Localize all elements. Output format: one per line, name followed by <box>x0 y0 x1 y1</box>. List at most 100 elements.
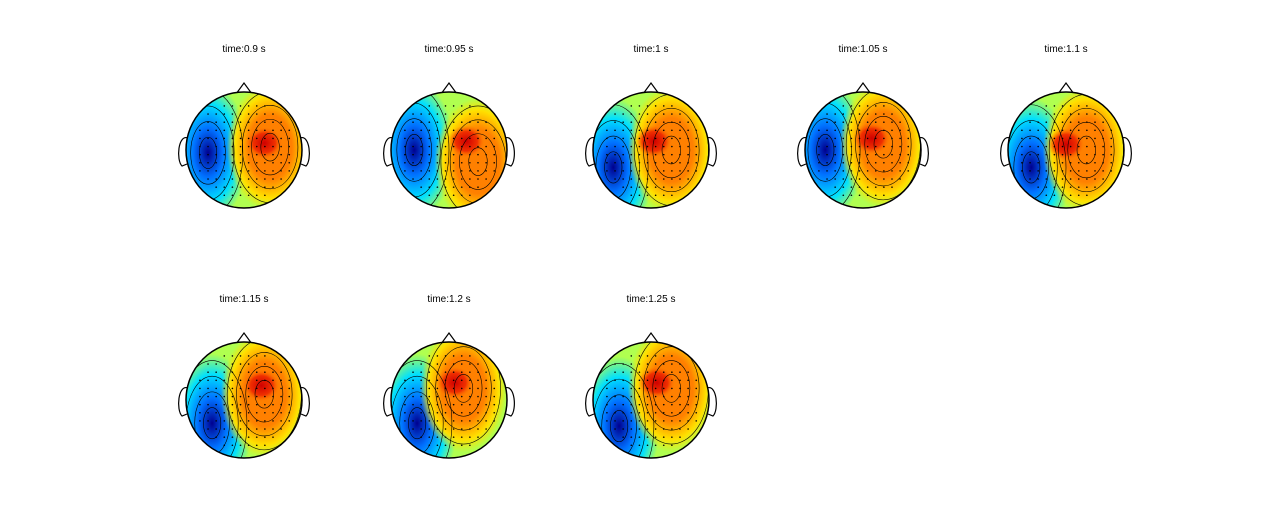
electrode-dot <box>264 194 266 197</box>
electrode-dot <box>638 387 641 390</box>
electrode-dot <box>1045 129 1048 132</box>
electrode-dot <box>247 436 250 438</box>
electrode-dot <box>255 105 258 107</box>
electrode-dot <box>1094 137 1096 140</box>
electrode-dot <box>1086 113 1088 115</box>
electrode-dot <box>883 145 885 148</box>
electrode-dot <box>404 379 406 382</box>
electrode-dot <box>842 194 845 197</box>
electrode-dot <box>646 194 649 197</box>
electrode-dot <box>671 387 673 390</box>
electrode-dot <box>223 363 226 365</box>
electrode-dot <box>420 371 422 373</box>
electrode-dot <box>630 113 633 115</box>
electrode-dot <box>436 137 439 140</box>
electrode-dot <box>842 145 845 148</box>
electrode-dot <box>1061 153 1064 156</box>
electrode-dot <box>412 395 414 398</box>
electrode-dot <box>883 178 885 180</box>
electrode-dot <box>280 379 282 382</box>
electrode-dot <box>622 186 624 188</box>
electrode-dot <box>239 395 242 398</box>
electrode-dot <box>215 186 217 188</box>
electrode-dot <box>671 105 673 107</box>
electrode-dot <box>436 186 439 188</box>
electrode-dot <box>654 355 657 357</box>
electrode-dot <box>460 411 463 414</box>
electrode-dot <box>687 121 689 123</box>
electrode-dot <box>452 371 455 373</box>
electrode-dot <box>207 395 209 398</box>
electrode-dot <box>223 436 226 438</box>
electrode-dot <box>1037 161 1039 164</box>
electrode-dot <box>247 420 250 422</box>
topoplot-panel: time:1 s <box>571 44 731 234</box>
electrode-dot <box>1077 170 1080 172</box>
nose <box>1057 81 1075 95</box>
electrode-dot <box>606 403 608 406</box>
electrode-dot <box>662 411 665 414</box>
electrode-dot <box>288 145 291 148</box>
electrode-dot <box>614 161 616 164</box>
electrode-dot <box>834 129 836 132</box>
electrode-dot <box>1021 170 1023 172</box>
electrode-dot <box>850 170 853 172</box>
electrode-dot <box>1061 170 1064 172</box>
electrode-dot <box>687 178 689 180</box>
electrode-dot <box>215 178 217 180</box>
electrode-dot <box>638 444 641 447</box>
electrode-dot <box>646 420 649 422</box>
electrode-dot <box>638 194 641 197</box>
electrode-dot <box>436 411 439 414</box>
electrode-dot <box>460 170 463 172</box>
electrode-dot <box>671 161 673 164</box>
electrode-dot <box>223 129 226 132</box>
electrode-dot <box>255 379 258 382</box>
electrode-dot <box>215 170 217 172</box>
electrode-dot <box>646 121 649 123</box>
electrode-dot <box>428 411 431 414</box>
electrode-dot <box>1029 170 1031 172</box>
electrode-dot <box>412 145 414 148</box>
electrode-dot <box>247 170 250 172</box>
electrode-dot <box>469 444 471 447</box>
electrode-dot <box>420 379 422 382</box>
electrode-dot <box>638 129 641 132</box>
electrode-dot <box>1021 145 1023 148</box>
electrode-dot <box>493 129 496 132</box>
electrode-dot <box>679 178 681 180</box>
electrode-dot <box>695 395 698 398</box>
electrode-dot <box>654 436 657 438</box>
electrode-dot <box>264 113 266 115</box>
electrode-dot <box>646 170 649 172</box>
electrode-dot <box>662 105 665 107</box>
electrode-dot <box>239 436 242 438</box>
electrode-dot <box>264 145 266 148</box>
electrode-dot <box>477 129 479 132</box>
electrode-dot <box>1086 153 1088 156</box>
electrode-dot <box>826 161 828 164</box>
electrode-dot <box>207 153 209 156</box>
electrode-dot <box>428 113 431 115</box>
electrode-dot <box>452 161 455 164</box>
electrode-dot <box>695 170 698 172</box>
electrode-dot <box>606 153 608 156</box>
electrode-dot <box>412 170 414 172</box>
electrode-dot <box>247 137 250 140</box>
electrode-dot <box>883 161 885 164</box>
electrode-dot <box>280 137 282 140</box>
electrode-dot <box>255 178 258 180</box>
electrode-dot <box>850 186 853 188</box>
electrode-dot <box>850 137 853 140</box>
electrode-dot <box>255 113 258 115</box>
electrode-dot <box>622 129 624 132</box>
electrode-dot <box>614 428 616 430</box>
nose <box>440 81 458 95</box>
electrode-dot <box>858 137 861 140</box>
electrode-dot <box>1069 170 1072 172</box>
electrode-dot <box>1037 137 1039 140</box>
electrode-dot <box>1094 170 1096 172</box>
electrode-dot <box>469 178 471 180</box>
electrode-dot <box>247 161 250 164</box>
electrode-dot <box>264 105 266 107</box>
